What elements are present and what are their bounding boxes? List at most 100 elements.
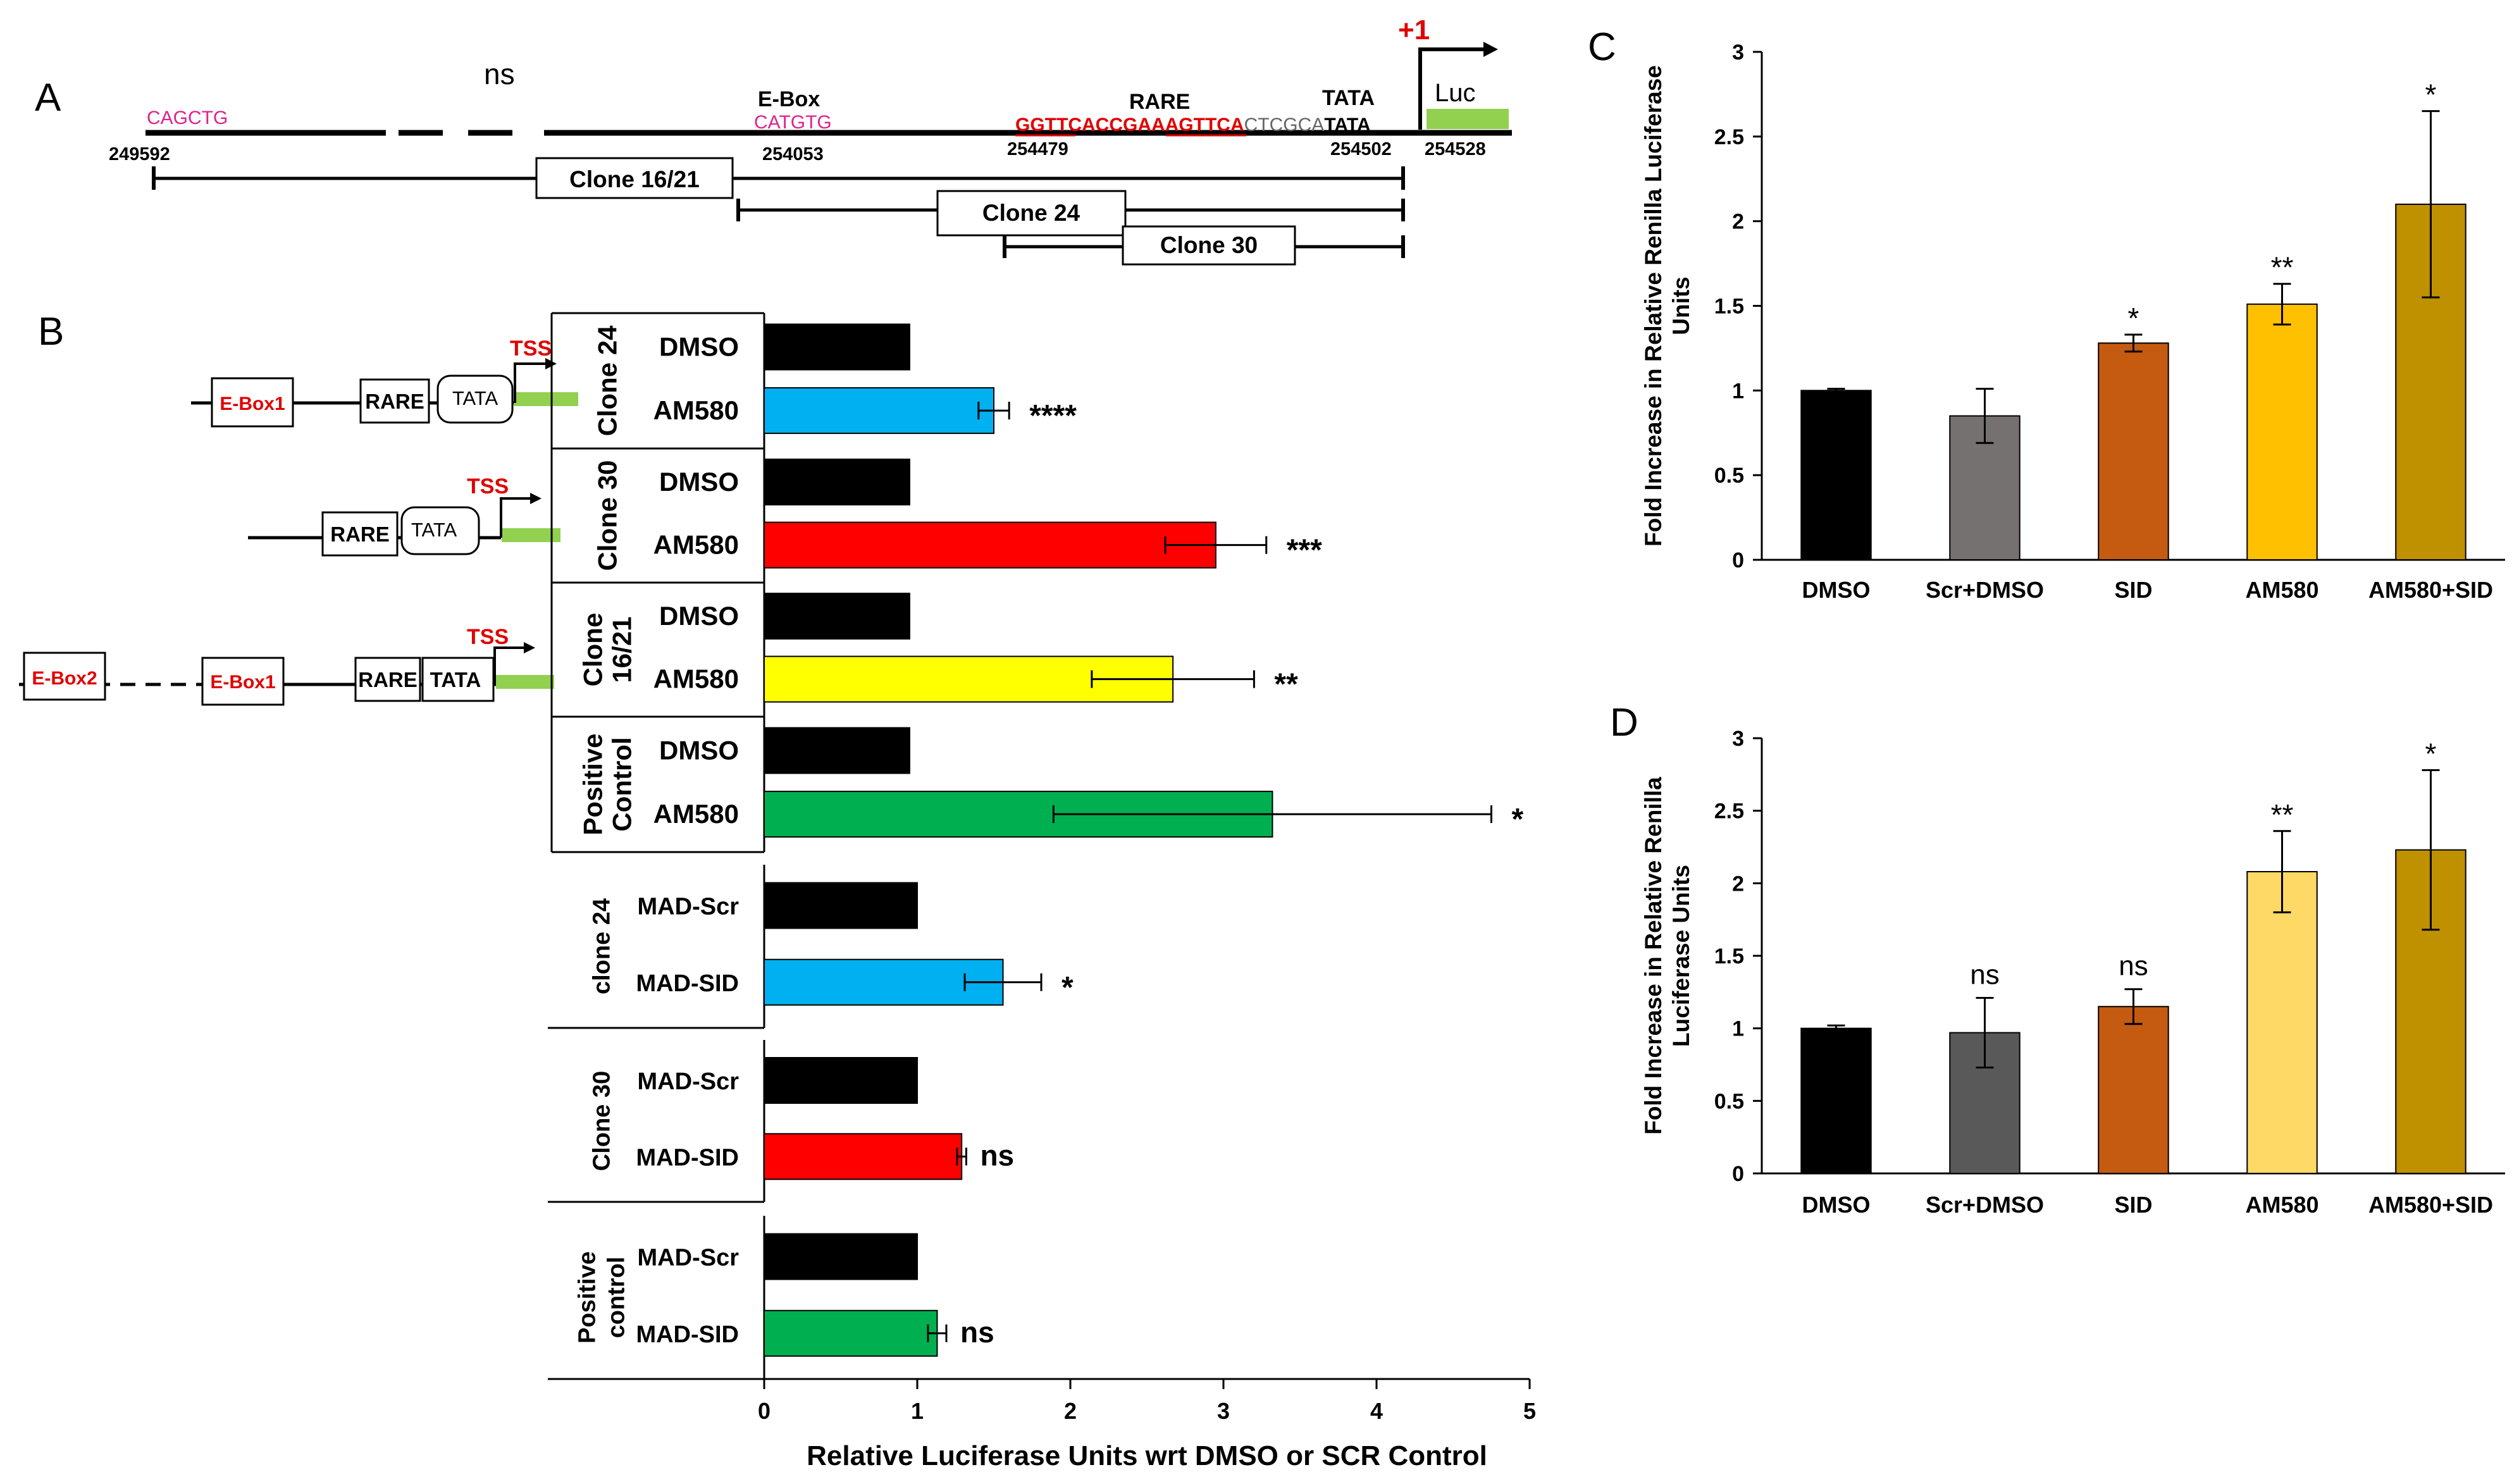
x-tick-label: 5 [1523,1398,1536,1424]
x-tick-label: 4 [1370,1398,1383,1424]
bar-category-label: AM580 [653,395,739,425]
bar-category-label: MAD-SID [636,1321,739,1348]
y-axis-title: Units [1668,276,1694,335]
rare-box [321,511,399,557]
tata-box [400,506,480,555]
panel-a-letter: A [35,76,61,120]
clone-24-box [936,190,1127,237]
bar-category-label: MAD-Scr [638,1245,740,1271]
tss-label: TSS [467,625,509,649]
x-category-label: AM580+SID [2368,577,2493,603]
ebox2-box [23,652,106,701]
significance-label: * [2425,737,2437,770]
clone-16-21-label: Clone 16/21 [569,166,700,192]
significance-label: ** [2271,251,2294,284]
rare-seq-red: GGTTCACCGAAAGTTCA [1015,114,1244,135]
bar [1800,390,1872,560]
position-label: 254053 [762,144,824,164]
chart-c-vertical-bars: 0 0.5 1 1.5 2 2.5 3 DMSO Scr+DMSO SID * AM580 ** AM58… [1640,40,2505,603]
group-label: Positive [578,733,608,835]
bar [764,1133,963,1180]
clone-30-label: Clone 30 [1160,232,1258,258]
y-tick-label: 3 [1732,727,1744,751]
bar-category-label: DMSO [659,467,739,497]
tss-arrowhead [524,642,535,653]
x-axis-title: Relative Luciferase Units wrt DMSO or SC… [807,1440,1487,1471]
tata-label: TATA [411,519,457,541]
tss-label: TSS [467,474,509,498]
bar [1800,1027,1872,1174]
luc-label: Luc [1435,79,1476,107]
position-label: 254528 [1425,139,1486,159]
chart-d-vertical-bars: 0 0.5 1 1.5 2 2.5 3 DMSO Scr+DMSO ns SID ns AM580 ** A… [1640,727,2505,1218]
y-tick-label: 0.5 [1714,464,1744,488]
rare-label: RARE [365,390,424,413]
clone-24-label: Clone 24 [982,200,1080,226]
x-category-label: AM580 [2245,577,2318,603]
tss-label: TSS [510,337,552,361]
bar [764,727,910,774]
group-label: clone 24 [588,898,615,994]
rare-sequence: GGTTCACCGAAAGTTCACTCGCATATA [1015,114,1371,135]
group-label: control [603,1257,629,1339]
bar [2246,870,2318,1175]
y-axis-title: Fold Increase in Relative Renilla Lucife… [1640,65,1666,547]
tss-arrow [514,362,547,403]
y-tick-label: 0 [1732,1162,1744,1186]
tata-box [436,374,514,424]
x-category-label: Scr+DMSO [1926,577,2044,603]
y-tick-label: 2.5 [1714,800,1744,824]
y-tick-label: 1.5 [1714,295,1744,319]
panel-c-letter: C [1588,25,1616,69]
bar-category-label: DMSO [659,332,739,362]
luc-bar [514,392,578,406]
x-category-label: DMSO [1802,1192,1871,1218]
tss-arrow [1418,47,1483,130]
x-category-label: SID [2114,577,2152,603]
bar [764,387,994,435]
bar [2098,342,2169,560]
plus1-label: +1 [1398,15,1430,46]
group-label: Clone 30 [588,1071,615,1171]
tss-arrow [500,497,531,538]
bar [764,882,918,929]
luc-box [1427,109,1509,129]
x-tick-label: 3 [1217,1398,1230,1424]
bar [764,1057,918,1104]
significance-label: ns [1970,960,1999,991]
tata-label: TATA [452,387,498,409]
x-category-label: AM580 [2245,1192,2318,1218]
y-tick-label: 1 [1732,1017,1744,1041]
significance-label: * [2128,302,2139,335]
y-tick-label: 2.5 [1714,125,1744,149]
bar [764,593,910,640]
x-category-label: SID [2114,1192,2152,1218]
ebox2-label: E-Box2 [32,668,97,689]
significance-label: ns [2119,951,2148,982]
clone-16-21-box [535,157,734,199]
bar-category-label: MAD-Scr [638,894,740,920]
y-tick-label: 0 [1732,548,1744,572]
ebox1-label: E-Box1 [210,672,275,693]
bar-category-label: MAD-SID [636,1144,739,1171]
position-label: 249592 [109,144,170,164]
rare-seq-tata: TATA [1324,114,1370,135]
ebox1-box [201,657,285,706]
x-category-label: DMSO [1802,577,1871,603]
bar [2098,1006,2169,1175]
panel-c: C 0 0.5 1 1.5 2 2.5 3 DMSO Scr+DMSO SID * AM580 ** AM… [1588,25,2505,603]
y-tick-label: 0.5 [1714,1089,1744,1113]
construct-clone-16-21: E-Box2 E-Box1 RARE TATA TSS [19,625,554,706]
y-tick-label: 1 [1732,379,1744,403]
y-axis-title: Fold Increase in Relative Renilla [1640,777,1666,1135]
rare-label: RARE [330,522,390,546]
panel-b: B E-Box1 RARE TATA TSS RARE TATA TSS [19,310,1536,1471]
cagctg-seq: CAGCTG [147,108,228,128]
x-category-label: AM580+SID [2368,1192,2493,1218]
bar [764,459,910,505]
panel-d-letter: D [1610,701,1638,745]
tss-arrow [493,646,525,684]
y-tick-label: 3 [1732,40,1744,65]
